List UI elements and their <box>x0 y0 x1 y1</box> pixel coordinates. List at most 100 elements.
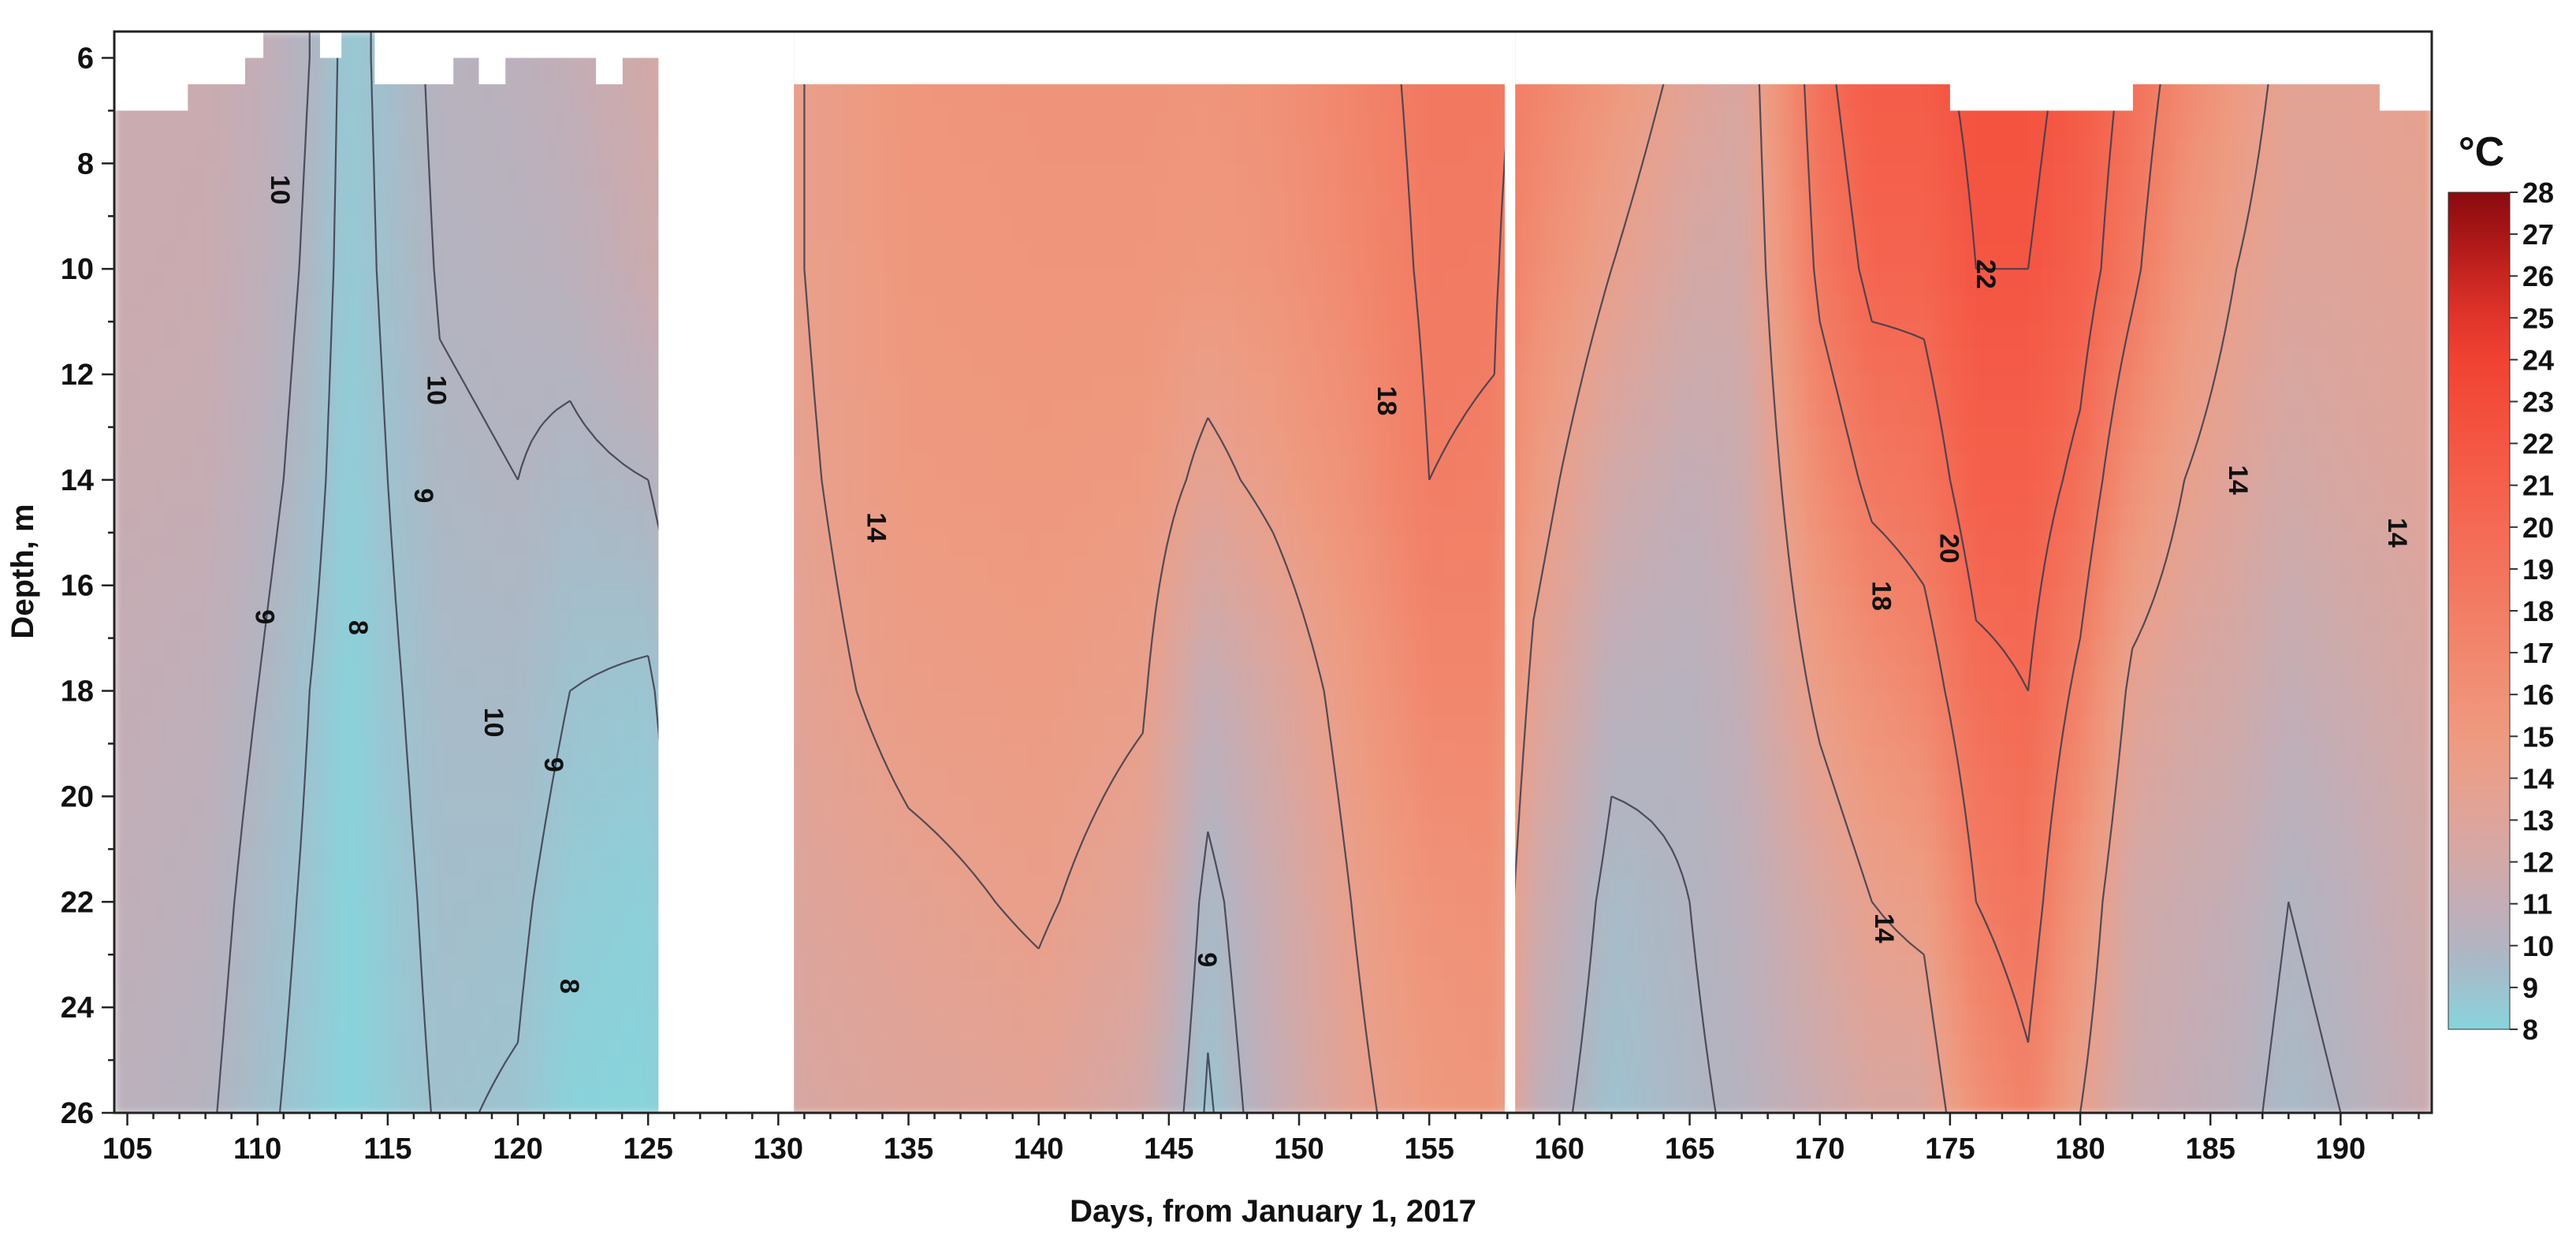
heatmap-cell <box>1677 189 1691 218</box>
heatmap-cell <box>153 374 168 402</box>
heatmap-cell <box>570 453 584 482</box>
heatmap-cell <box>1156 479 1170 508</box>
heatmap-cell <box>973 374 988 402</box>
heatmap-cell <box>843 717 858 745</box>
heatmap-cell <box>335 136 350 165</box>
heatmap-cell <box>1168 269 1183 296</box>
heatmap-cell <box>1455 532 1469 560</box>
heatmap-cell <box>1546 585 1561 613</box>
heatmap-cell <box>960 163 975 191</box>
heatmap-cell <box>1312 559 1327 586</box>
heatmap-cell <box>231 1007 246 1035</box>
heatmap-cell <box>231 110 246 139</box>
heatmap-cell <box>1247 453 1261 482</box>
heatmap-cell <box>1637 717 1652 745</box>
heatmap-cell <box>882 664 897 692</box>
heatmap-cell <box>1104 136 1118 165</box>
heatmap-cell <box>518 269 532 296</box>
heatmap-cell <box>895 216 910 244</box>
heatmap-cell <box>296 348 311 376</box>
heatmap-cell <box>1546 295 1561 323</box>
heatmap-cell <box>140 796 154 824</box>
heatmap-cell <box>518 980 532 1009</box>
heatmap-cell <box>1442 269 1457 296</box>
heatmap-cell <box>882 928 897 956</box>
heatmap-cell <box>1260 295 1275 323</box>
heatmap-cell <box>1078 242 1092 270</box>
heatmap-cell <box>1651 743 1665 772</box>
heatmap-cell <box>1533 269 1547 296</box>
heatmap-cell <box>426 427 441 455</box>
heatmap-cell <box>270 348 285 376</box>
heatmap-cell <box>557 322 571 349</box>
heatmap-cell <box>309 875 324 903</box>
heatmap-cell <box>1038 717 1053 745</box>
heatmap-cell <box>804 796 819 824</box>
heatmap-cell <box>192 954 207 982</box>
heatmap-cell <box>830 269 845 296</box>
heatmap-cell <box>439 532 454 560</box>
heatmap-cell <box>1468 1007 1483 1035</box>
heatmap-cell <box>596 954 610 982</box>
heatmap-cell <box>1442 1007 1457 1035</box>
heatmap-cell <box>1442 400 1457 429</box>
heatmap-cell <box>882 638 897 666</box>
heatmap-cell <box>1625 1007 1639 1035</box>
heatmap-cell <box>166 875 181 903</box>
heatmap-cell <box>1156 875 1170 903</box>
heatmap-cell <box>1168 638 1183 666</box>
heatmap-cell <box>1468 717 1483 745</box>
heatmap-cell <box>270 427 285 455</box>
heatmap-cell <box>817 1007 832 1035</box>
heatmap-cell <box>1142 743 1157 772</box>
heatmap-cell <box>1429 216 1443 244</box>
heatmap-cell <box>114 479 128 508</box>
heatmap-cell <box>934 822 949 850</box>
heatmap-cell <box>1104 1086 1118 1113</box>
heatmap-cell <box>1052 902 1066 929</box>
heatmap-cell <box>140 427 154 455</box>
heatmap-cell <box>1390 743 1405 772</box>
heatmap-cell <box>1429 1033 1443 1062</box>
heatmap-cell <box>570 770 584 798</box>
heatmap-cell <box>1312 690 1327 719</box>
heatmap-cell <box>934 770 949 798</box>
heatmap-cell <box>205 479 220 508</box>
heatmap-cell <box>1142 479 1157 508</box>
heatmap-cell <box>583 216 597 244</box>
heatmap-cell <box>583 136 597 165</box>
heatmap-cell <box>466 110 480 139</box>
heatmap-cell <box>1572 189 1587 218</box>
heatmap-cell <box>348 374 363 402</box>
heatmap-cell <box>635 136 650 165</box>
heatmap-cell <box>1026 84 1040 112</box>
heatmap-cell <box>1299 506 1313 534</box>
heatmap-cell <box>557 1086 571 1113</box>
heatmap-cell <box>283 32 298 59</box>
heatmap-cell <box>791 902 806 929</box>
heatmap-cell <box>622 717 636 745</box>
heatmap-cell <box>986 189 1001 218</box>
heatmap-cell <box>791 216 806 244</box>
heatmap-cell <box>804 875 819 903</box>
heatmap-cell <box>1299 269 1313 296</box>
heatmap-cell <box>1546 638 1561 666</box>
heatmap-cell <box>934 638 949 666</box>
heatmap-cell <box>843 559 858 586</box>
heatmap-cell <box>1351 559 1365 586</box>
heatmap-cell <box>557 374 571 402</box>
heatmap-cell <box>439 189 454 218</box>
heatmap-cell <box>1677 295 1691 323</box>
heatmap-cell <box>218 84 233 112</box>
heatmap-cell <box>817 664 832 692</box>
heatmap-cell <box>492 849 506 877</box>
heatmap-cell <box>986 849 1001 877</box>
heatmap-cell <box>1585 1007 1600 1035</box>
heatmap-cell <box>192 84 207 112</box>
heatmap-cell <box>791 322 806 349</box>
heatmap-cell <box>1390 453 1405 482</box>
heatmap-cell <box>1194 348 1209 376</box>
heatmap-cell <box>426 980 441 1009</box>
heatmap-cell <box>570 849 584 877</box>
heatmap-cell <box>478 717 493 745</box>
